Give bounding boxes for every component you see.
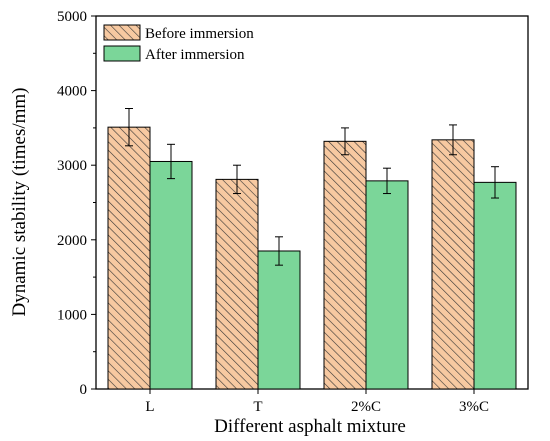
error-bars <box>125 108 499 266</box>
bars <box>107 126 517 390</box>
y-axis-title: Dynamic stability (times/mm) <box>9 87 30 316</box>
bar-before-immersion <box>215 178 259 390</box>
legend-swatch-before <box>103 24 141 41</box>
y-tick-label: 1000 <box>57 307 87 323</box>
x-axis-title: Different asphalt mixture <box>214 416 406 437</box>
bar-after-immersion <box>365 180 409 390</box>
x-tick-label: 3%C <box>459 399 489 415</box>
bar-after-immersion <box>257 250 301 390</box>
x-tick-label: T <box>253 399 262 415</box>
x-tick-label: 2%C <box>351 399 381 415</box>
legend-label-before: Before immersion <box>145 26 254 42</box>
y-tick-label: 5000 <box>57 9 87 25</box>
bar-after-immersion <box>473 181 517 390</box>
y-tick-label: 2000 <box>57 233 87 249</box>
legend-swatch-after <box>103 45 141 62</box>
bar-before-immersion <box>323 140 367 390</box>
y-tick-label: 3000 <box>57 158 87 174</box>
bar-before-immersion <box>107 126 151 390</box>
bar-after-immersion <box>149 160 193 390</box>
bar-before-immersion <box>431 139 475 390</box>
axes: L T 2%C 3%C 0 1000 2000 3000 4000 5000 <box>57 9 489 415</box>
y-tick-label: 4000 <box>57 84 87 100</box>
legend-label-after: After immersion <box>145 47 245 63</box>
x-tick-label: L <box>145 399 154 415</box>
y-tick-label: 0 <box>80 382 88 398</box>
legend: Before immersion After immersion <box>103 24 254 63</box>
